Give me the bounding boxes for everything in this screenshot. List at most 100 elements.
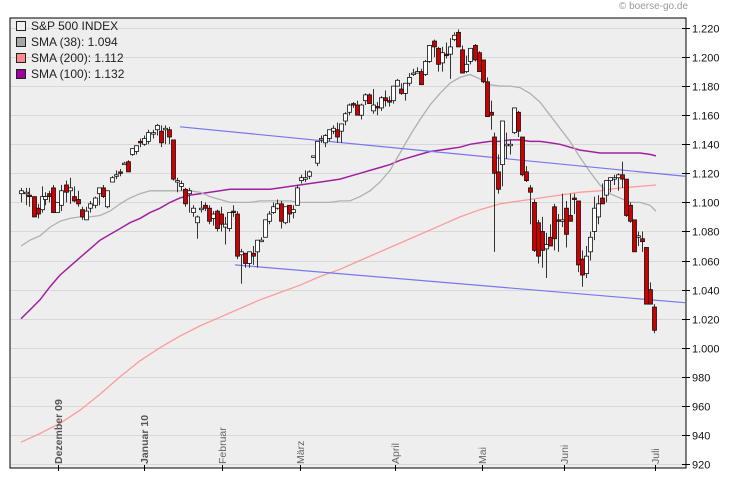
candle-down bbox=[644, 247, 649, 305]
candle-down bbox=[536, 222, 541, 257]
candle-up bbox=[130, 148, 135, 155]
legend-item-sma38: SMA (38): 1.094 bbox=[11, 34, 124, 50]
candle-down bbox=[572, 197, 577, 200]
x-month-label: Juli bbox=[650, 448, 662, 464]
y-tick-label: 1.080 bbox=[692, 227, 720, 239]
candle-up bbox=[163, 127, 168, 131]
y-tick-label: 1.040 bbox=[692, 286, 720, 298]
x-axis: Dezember 09 Januar 10 Februar März April Mai J… bbox=[53, 399, 662, 471]
x-month-label: Mai bbox=[477, 447, 489, 464]
candle-up bbox=[403, 82, 408, 94]
candle-up bbox=[134, 145, 139, 152]
candle-down bbox=[387, 100, 392, 103]
candle-down bbox=[183, 188, 188, 205]
candle-up bbox=[468, 47, 473, 62]
candle-up bbox=[452, 34, 457, 41]
candle-down bbox=[287, 204, 292, 215]
candle-down bbox=[64, 184, 69, 193]
candle-up bbox=[267, 213, 272, 222]
candle-down bbox=[485, 81, 490, 118]
y-tick-label: 1.060 bbox=[692, 257, 720, 269]
candle-up bbox=[508, 143, 513, 147]
candle-up bbox=[371, 104, 376, 112]
candle-down bbox=[477, 52, 482, 72]
candle-up bbox=[68, 187, 73, 192]
candle-down bbox=[444, 53, 449, 57]
candle-up bbox=[59, 190, 64, 206]
candle-up bbox=[544, 244, 549, 250]
y-tick-label: 920 bbox=[692, 460, 710, 472]
y-tick-label: 960 bbox=[692, 402, 710, 414]
candle-up bbox=[299, 177, 304, 181]
candle-up bbox=[359, 104, 364, 116]
candle-down bbox=[80, 209, 85, 218]
x-month-label: Juni bbox=[559, 445, 571, 464]
y-tick-label: 1.140 bbox=[692, 140, 720, 152]
candle-up bbox=[24, 191, 29, 195]
candle-up bbox=[155, 124, 160, 131]
candle-down bbox=[399, 88, 404, 94]
candle-up bbox=[223, 223, 228, 228]
candle-down bbox=[167, 129, 172, 138]
plot-area bbox=[9, 17, 687, 469]
candle-down bbox=[516, 111, 521, 132]
candle-up bbox=[415, 71, 420, 74]
candle-up bbox=[323, 135, 328, 144]
sma-path bbox=[20, 184, 657, 443]
legend-swatch-sma38 bbox=[16, 37, 26, 47]
candle-down bbox=[540, 231, 545, 251]
candle-up bbox=[122, 162, 127, 166]
candle-up bbox=[88, 203, 93, 209]
candle-down bbox=[138, 140, 143, 144]
candle-up bbox=[271, 206, 276, 213]
candle-down bbox=[383, 97, 388, 102]
candle-up bbox=[97, 187, 102, 195]
candle-up bbox=[339, 123, 344, 132]
candle-up bbox=[151, 132, 156, 135]
candle-up bbox=[311, 155, 316, 158]
candle-up bbox=[175, 180, 180, 183]
candle-up bbox=[187, 190, 192, 195]
y-tick-label: 1.160 bbox=[692, 111, 720, 123]
candle-down bbox=[126, 161, 131, 173]
candle-down bbox=[492, 136, 497, 174]
candle-up bbox=[636, 235, 641, 238]
candle-up bbox=[291, 209, 296, 213]
y-tick-label: 1.120 bbox=[692, 169, 720, 181]
legend-label: SMA (100): 1.132 bbox=[31, 67, 125, 81]
x-month-label: Januar 10 bbox=[139, 415, 151, 464]
candle-up bbox=[211, 213, 216, 219]
candle-up bbox=[395, 79, 400, 87]
y-axis: 920 940 960 980 1.000 1.020 1.040 1.060 1.080 1.1… bbox=[682, 24, 720, 472]
candle-up bbox=[592, 207, 597, 232]
candle-down bbox=[652, 306, 657, 331]
candle-up bbox=[500, 120, 505, 166]
candle-up bbox=[363, 94, 368, 102]
y-tick-label: 1.220 bbox=[692, 24, 720, 36]
candle-down bbox=[375, 106, 380, 109]
candle-up bbox=[259, 239, 264, 243]
candle-up bbox=[303, 177, 308, 180]
candle-down bbox=[620, 174, 625, 180]
y-tick-label: 1.180 bbox=[692, 82, 720, 94]
candle-down bbox=[215, 210, 220, 229]
y-tick-label: 1.000 bbox=[692, 344, 720, 356]
candle-down bbox=[51, 187, 56, 213]
trendline-upper-resistance bbox=[179, 126, 686, 177]
candle-down bbox=[118, 171, 123, 174]
candle-down bbox=[355, 104, 360, 116]
candle-down bbox=[243, 252, 248, 264]
y-tick-label: 940 bbox=[692, 431, 710, 443]
candle-down bbox=[460, 49, 465, 74]
candle-up bbox=[295, 187, 300, 206]
candle-down bbox=[101, 187, 106, 197]
x-month-label: April bbox=[390, 443, 402, 464]
candle-up bbox=[411, 72, 416, 75]
candle-up bbox=[84, 210, 89, 221]
candle-up bbox=[255, 239, 260, 253]
trendlines bbox=[179, 126, 686, 304]
legend-swatch-sp500 bbox=[16, 21, 26, 31]
candle-down bbox=[580, 258, 585, 276]
candle-down bbox=[600, 197, 605, 205]
candle-up bbox=[423, 61, 428, 75]
